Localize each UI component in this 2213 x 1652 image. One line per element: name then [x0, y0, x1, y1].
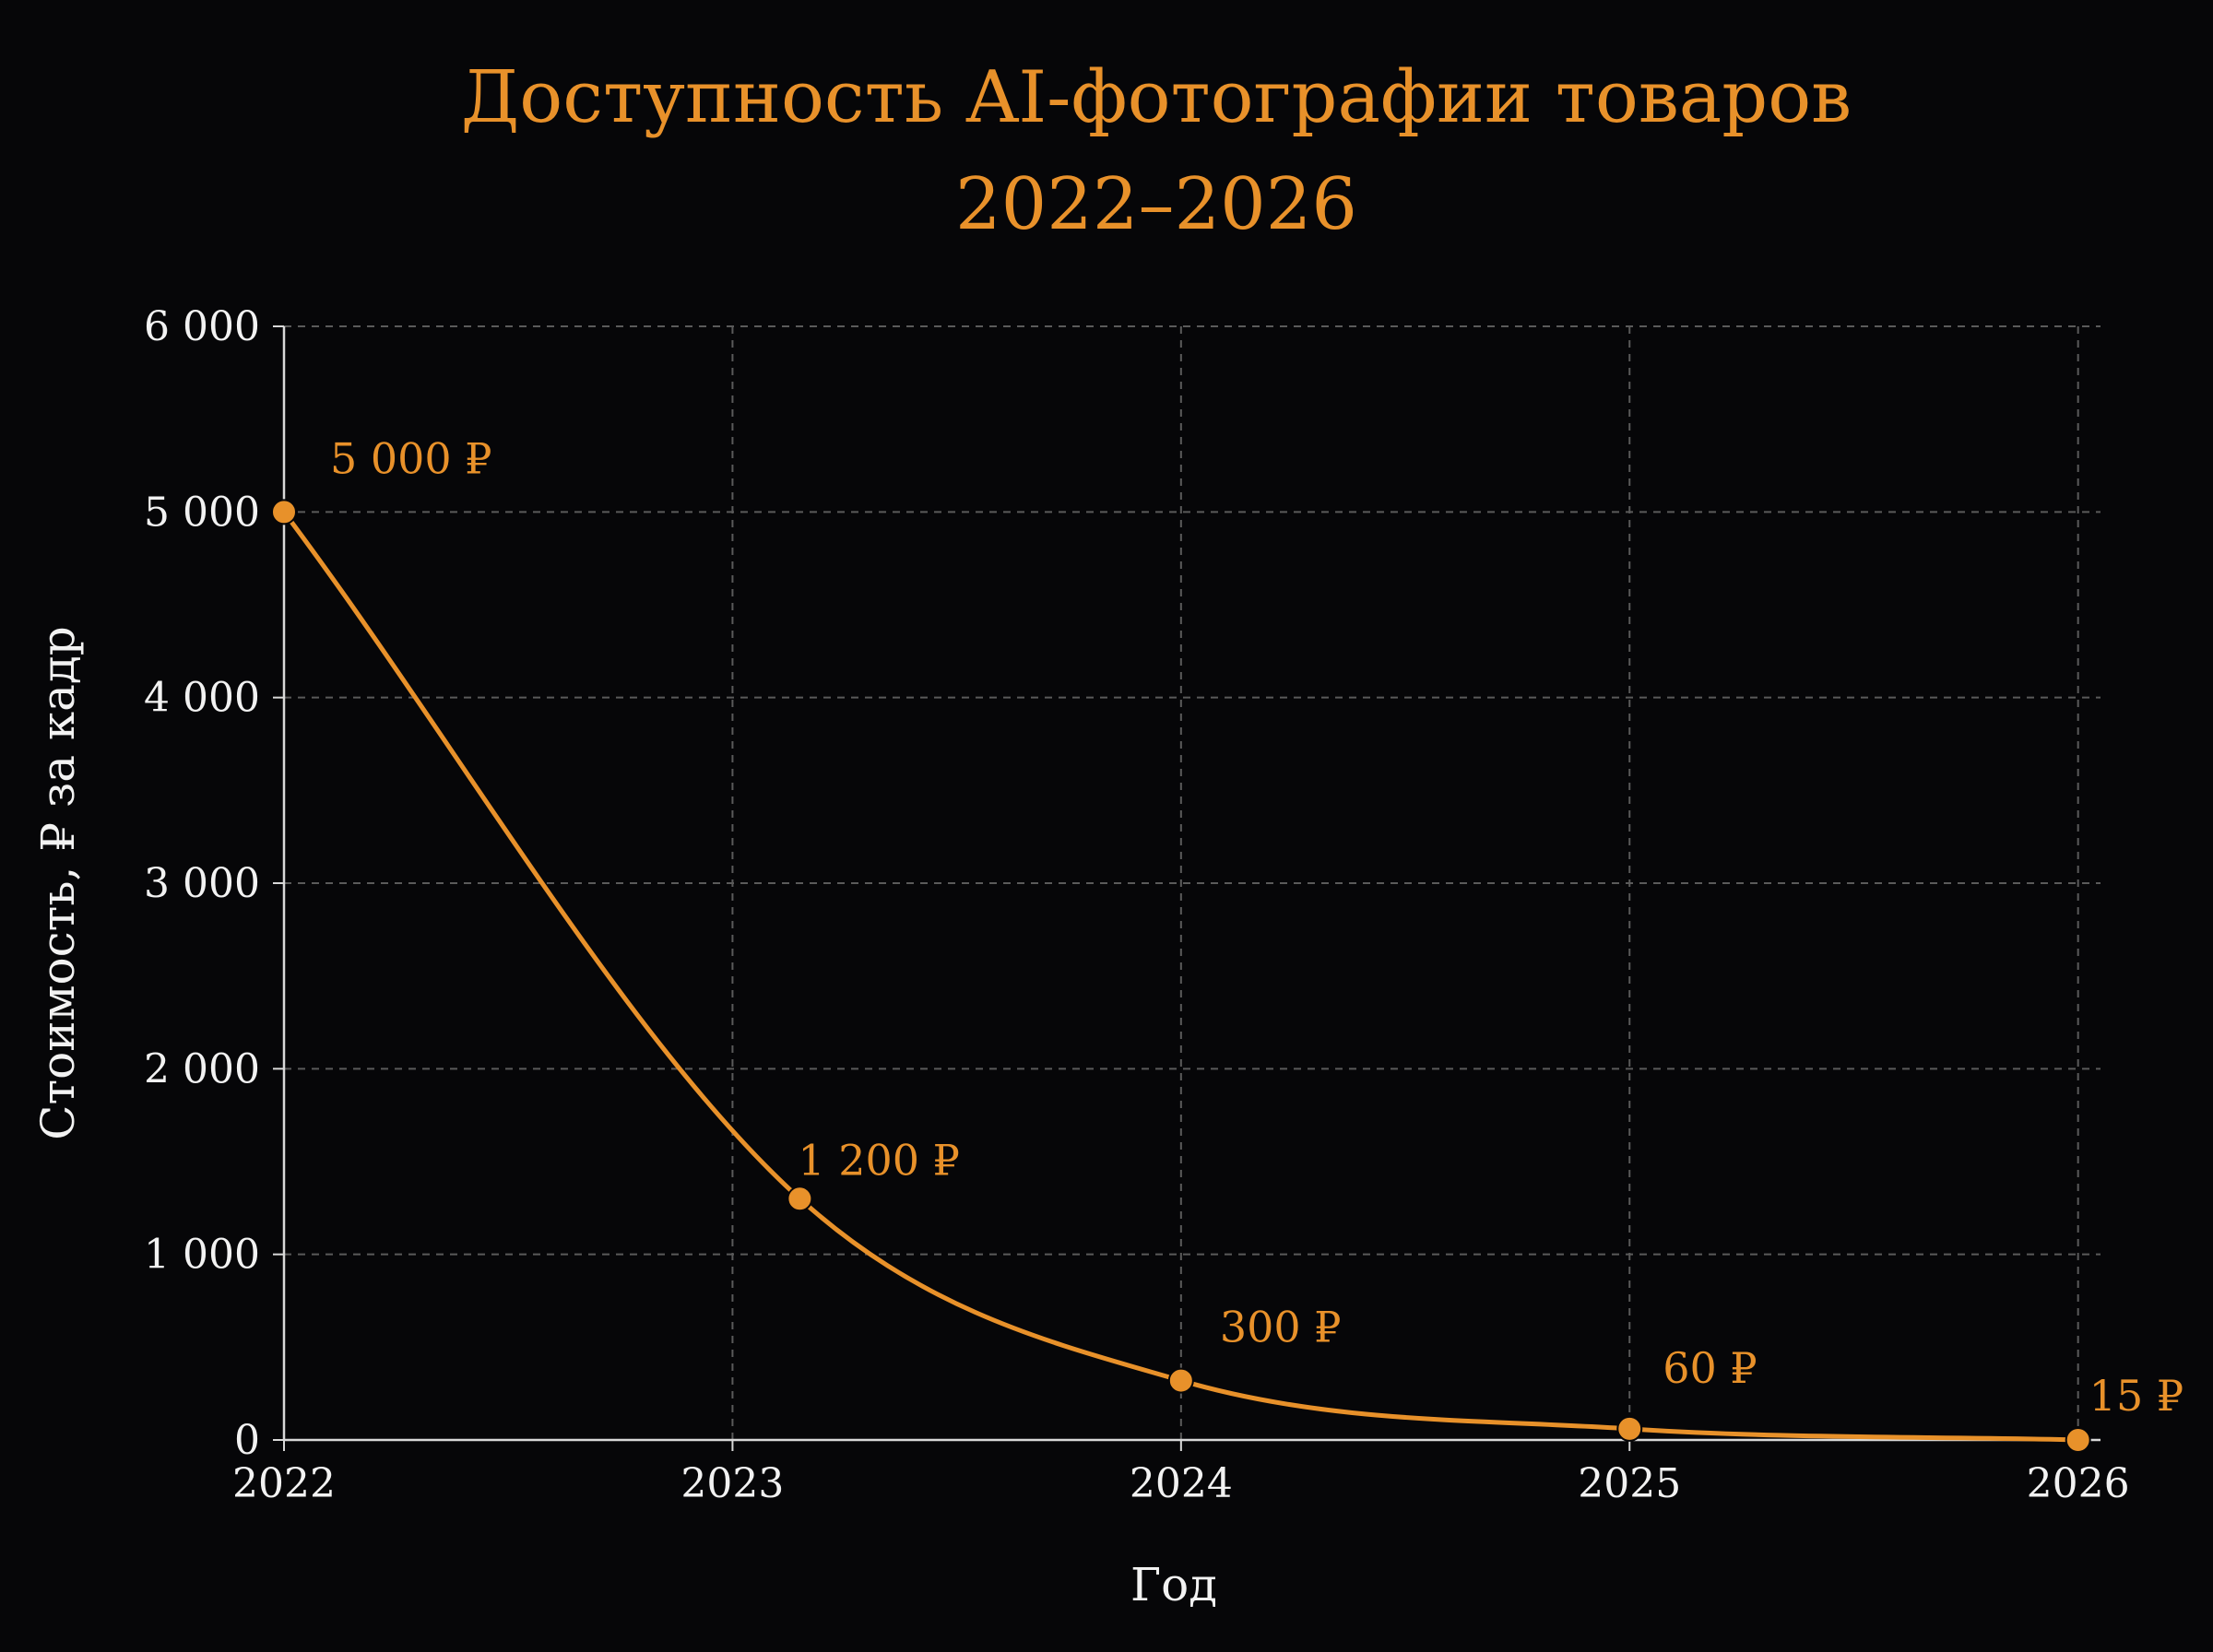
data-label: 1 200 ₽ — [798, 1135, 960, 1185]
y-tick-label: 6 000 — [144, 303, 260, 350]
y-tick-label: 5 000 — [144, 489, 260, 536]
data-labels: 5 000 ₽ 1 200 ₽ 300 ₽ 60 ₽ 15 ₽ — [330, 433, 2183, 1421]
x-tick-label: 2024 — [1130, 1460, 1233, 1507]
grid — [284, 325, 2101, 1440]
x-axis-label: Год — [1130, 1558, 1217, 1611]
data-label: 60 ₽ — [1663, 1343, 1757, 1393]
y-tick-label: 2 000 — [144, 1045, 260, 1092]
x-tick-label: 2022 — [232, 1460, 336, 1507]
y-tick-label: 1 000 — [144, 1232, 260, 1279]
y-tick-label: 4 000 — [144, 675, 260, 722]
x-tick-label: 2023 — [680, 1460, 784, 1507]
y-tick-label: 0 — [234, 1417, 260, 1464]
data-label: 15 ₽ — [2089, 1371, 2183, 1421]
data-label: 300 ₽ — [1220, 1303, 1342, 1352]
series-line-layer — [281, 509, 2081, 1443]
data-label: 5 000 ₽ — [330, 433, 492, 483]
data-point — [2065, 1427, 2091, 1453]
axes: 0 1 000 2 000 3 000 4 000 5 000 6 000 2022 2023 2… — [144, 303, 2130, 1507]
data-point — [1616, 1415, 1643, 1442]
chart-title-line-2: 2022–2026 — [955, 163, 1357, 246]
chart-title-line-1: Доступность AI-фотографии товаров — [461, 56, 1852, 139]
data-point — [1167, 1367, 1194, 1394]
data-points — [271, 499, 2091, 1453]
y-axis-label: Стоимость, ₽ за кадр — [31, 626, 85, 1140]
x-tick-label: 2025 — [1578, 1460, 1681, 1507]
x-tick-label: 2026 — [2027, 1460, 2130, 1507]
y-tick-label: 3 000 — [144, 860, 260, 907]
data-point — [271, 499, 297, 525]
series-line — [281, 509, 2081, 1443]
data-point — [787, 1186, 813, 1212]
